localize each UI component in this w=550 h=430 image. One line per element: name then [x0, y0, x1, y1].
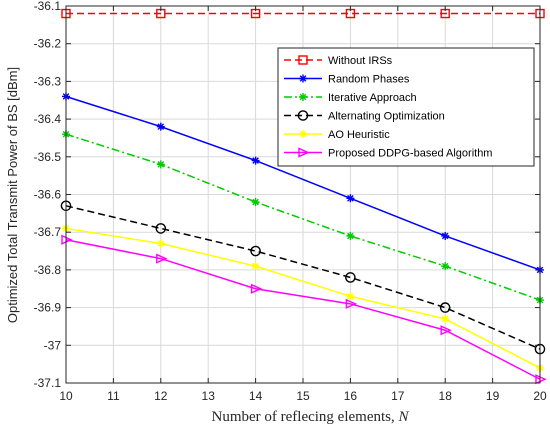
- x-axis-label-variable: N: [398, 409, 410, 425]
- marker-circle: [345, 272, 356, 283]
- marker-asterisk: [346, 194, 355, 203]
- y-tick-label: -36.2: [34, 37, 62, 51]
- y-tick-label: -36.3: [34, 74, 62, 88]
- legend-item: AO Heuristic: [284, 129, 390, 141]
- x-tick-label: 20: [533, 389, 547, 403]
- marker-asterisk: [156, 122, 165, 131]
- axis-ticks: 10 11 12 13 14 15 16 17 18 19 20 -36.1 -36.2 -36.3 -36…: [34, 0, 547, 403]
- marker-asterisk: [441, 262, 450, 271]
- marker-asterisk: [156, 239, 165, 248]
- y-tick-label: -36.6: [34, 188, 62, 202]
- x-tick-label: 18: [439, 389, 453, 403]
- legend-label: Without IRSs: [328, 55, 393, 67]
- series-line: [65, 205, 541, 350]
- x-tick-label: 11: [107, 389, 120, 403]
- y-tick-label: -37: [44, 338, 62, 352]
- legend-label: Proposed DDPG-based Algorithm: [328, 148, 492, 160]
- marker-asterisk: [441, 231, 450, 240]
- x-tick-label: 17: [391, 389, 405, 403]
- legend-item: Proposed DDPG-based Algorithm: [284, 147, 492, 160]
- marker-triangle-right: [440, 325, 452, 336]
- marker-square: [298, 55, 308, 65]
- marker-triangle-right: [345, 298, 358, 309]
- marker-asterisk: [299, 93, 307, 101]
- marker-triangle-right: [250, 283, 263, 294]
- series-line: [65, 227, 541, 369]
- y-tick-label: -36.5: [34, 150, 62, 164]
- series-line: [65, 133, 541, 301]
- marker-circle: [250, 245, 261, 257]
- y-tick-label: -36.7: [34, 225, 62, 239]
- marker-circle: [155, 223, 167, 234]
- marker-asterisk: [346, 231, 355, 240]
- x-tick-label: 14: [249, 389, 263, 403]
- y-tick-label: -37.1: [34, 376, 62, 390]
- legend-item: Iterative Approach: [284, 92, 417, 104]
- legend-label: AO Heuristic: [328, 129, 390, 141]
- legend: Without IRSs Random Phases Iterative Appro…: [277, 47, 535, 167]
- marker-asterisk: [441, 314, 450, 323]
- legend-box: [277, 47, 535, 167]
- marker-asterisk: [346, 292, 355, 301]
- marker-asterisk: [299, 74, 307, 83]
- series-line: [65, 239, 541, 380]
- y-tick-label: -36.8: [34, 263, 62, 277]
- y-tick-label: -36.1: [34, 0, 62, 13]
- marker-asterisk: [251, 156, 260, 165]
- x-axis-label-text: Number of reflecing elements,: [211, 409, 398, 425]
- x-tick-label: 16: [344, 389, 358, 403]
- y-tick-label: -36.9: [34, 301, 62, 315]
- y-axis-label: Optimized Total Transmit Power of BS [dB…: [5, 67, 20, 323]
- series-line: [65, 95, 541, 271]
- marker-triangle-right: [298, 147, 310, 158]
- x-tick-label: 13: [202, 389, 216, 403]
- x-axis-label: Number of reflecing elements, N: [211, 409, 409, 425]
- legend-item: Random Phases: [284, 74, 410, 86]
- marker-asterisk: [299, 130, 307, 138]
- x-tick-label: 15: [296, 389, 310, 403]
- x-tick-label: 19: [486, 389, 500, 403]
- marker-asterisk: [251, 198, 260, 207]
- marker-asterisk: [156, 160, 165, 169]
- legend-label: Iterative Approach: [328, 92, 417, 104]
- series-random-phases: [62, 92, 544, 274]
- marker-asterisk: [251, 262, 260, 271]
- legend-label: Random Phases: [328, 74, 410, 86]
- y-tick-label: -36.4: [34, 112, 62, 126]
- x-tick-label: 12: [154, 389, 168, 403]
- x-tick-label: 10: [59, 389, 73, 403]
- legend-item: Alternating Optimization: [284, 110, 445, 123]
- legend-label: Alternating Optimization: [328, 111, 445, 123]
- marker-circle: [297, 110, 309, 121]
- legend-item: Without IRSs: [284, 55, 393, 67]
- marker-circle: [439, 302, 451, 313]
- marker-triangle-right: [156, 253, 168, 264]
